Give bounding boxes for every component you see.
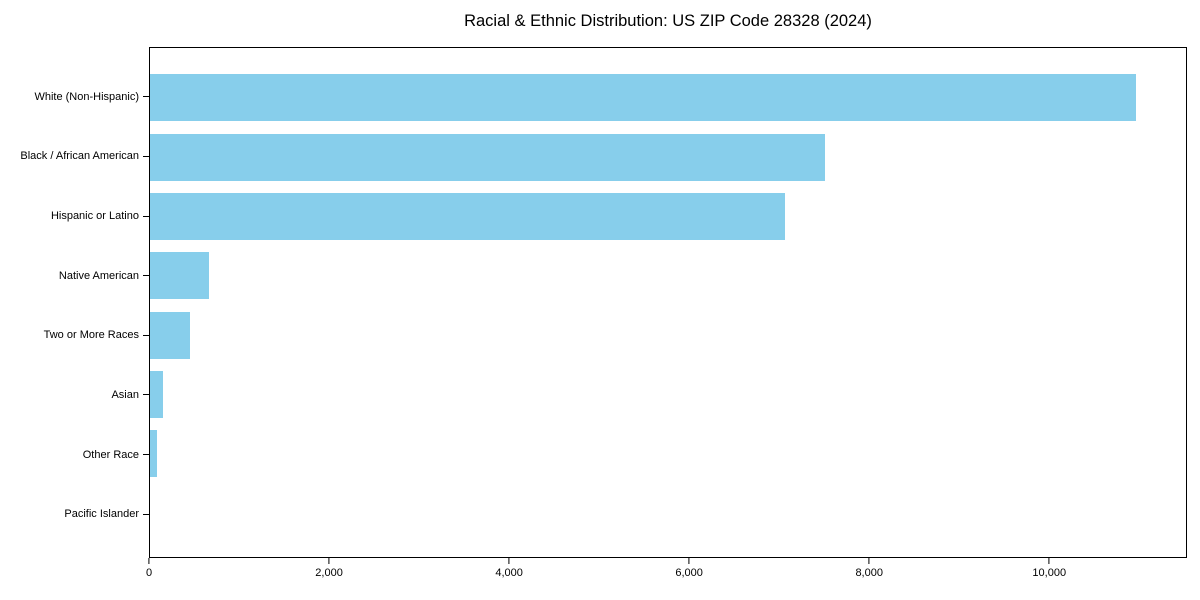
x-tick-mark [508, 558, 510, 564]
bars-container [150, 48, 1186, 557]
bar-row [150, 68, 1186, 127]
y-tick-label: White (Non-Hispanic) [34, 90, 139, 103]
y-tick: Other Race [0, 425, 149, 485]
x-tick-label: 10,000 [1032, 567, 1067, 579]
chart-title: Racial & Ethnic Distribution: US ZIP Cod… [464, 12, 872, 30]
x-tick-label: 2,000 [315, 567, 343, 579]
y-tick-mark [143, 394, 149, 396]
bar [150, 430, 157, 478]
bar [150, 371, 164, 419]
y-tick: White (Non-Hispanic) [0, 67, 149, 127]
y-tick-mark [143, 454, 149, 456]
x-tick-mark [688, 558, 690, 564]
y-tick-label: Two or More Races [43, 329, 139, 342]
bar [150, 74, 1136, 122]
bar-row [150, 246, 1186, 305]
bar-row [150, 484, 1186, 543]
x-tick-mark [148, 558, 150, 564]
y-tick-mark [143, 275, 149, 277]
bar [150, 133, 825, 181]
x-tick-mark [328, 558, 330, 564]
x-tick-label: 6,000 [675, 567, 703, 579]
y-tick-label: Black / African American [20, 150, 139, 163]
y-axis-tick-labels: White (Non-Hispanic) Black / African Amer… [0, 47, 149, 558]
bar [150, 192, 786, 240]
y-tick-label: Native American [58, 269, 139, 282]
bar-row [150, 127, 1186, 186]
y-tick-mark [143, 334, 149, 336]
y-tick-mark [143, 513, 149, 515]
y-tick: Pacific Islander [0, 484, 149, 544]
y-tick-label: Pacific Islander [64, 508, 139, 521]
y-tick: Black / African American [0, 127, 149, 187]
bar [150, 311, 190, 359]
y-tick: Native American [0, 246, 149, 306]
x-tick-label: 8,000 [855, 567, 883, 579]
x-axis: 0 2,000 4,000 6,000 8,000 10,000 [145, 558, 1187, 600]
y-tick-mark [143, 155, 149, 157]
bar-row [150, 306, 1186, 365]
y-tick-label: Asian [111, 388, 139, 401]
x-tick-mark [1048, 558, 1050, 564]
plot-area [149, 47, 1187, 558]
bar-row [150, 187, 1186, 246]
x-tick-label: 4,000 [495, 567, 523, 579]
bar [150, 252, 209, 300]
y-tick: Asian [0, 365, 149, 425]
x-tick-mark [868, 558, 870, 564]
y-tick: Hispanic or Latino [0, 186, 149, 246]
y-tick-mark [143, 96, 149, 98]
bar-row [150, 365, 1186, 424]
y-tick-label: Hispanic or Latino [50, 210, 139, 223]
y-tick: Two or More Races [0, 306, 149, 366]
y-tick-mark [143, 215, 149, 217]
bar-row [150, 424, 1186, 483]
x-tick-label: 0 [145, 567, 153, 579]
y-tick-label: Other Race [82, 448, 139, 461]
